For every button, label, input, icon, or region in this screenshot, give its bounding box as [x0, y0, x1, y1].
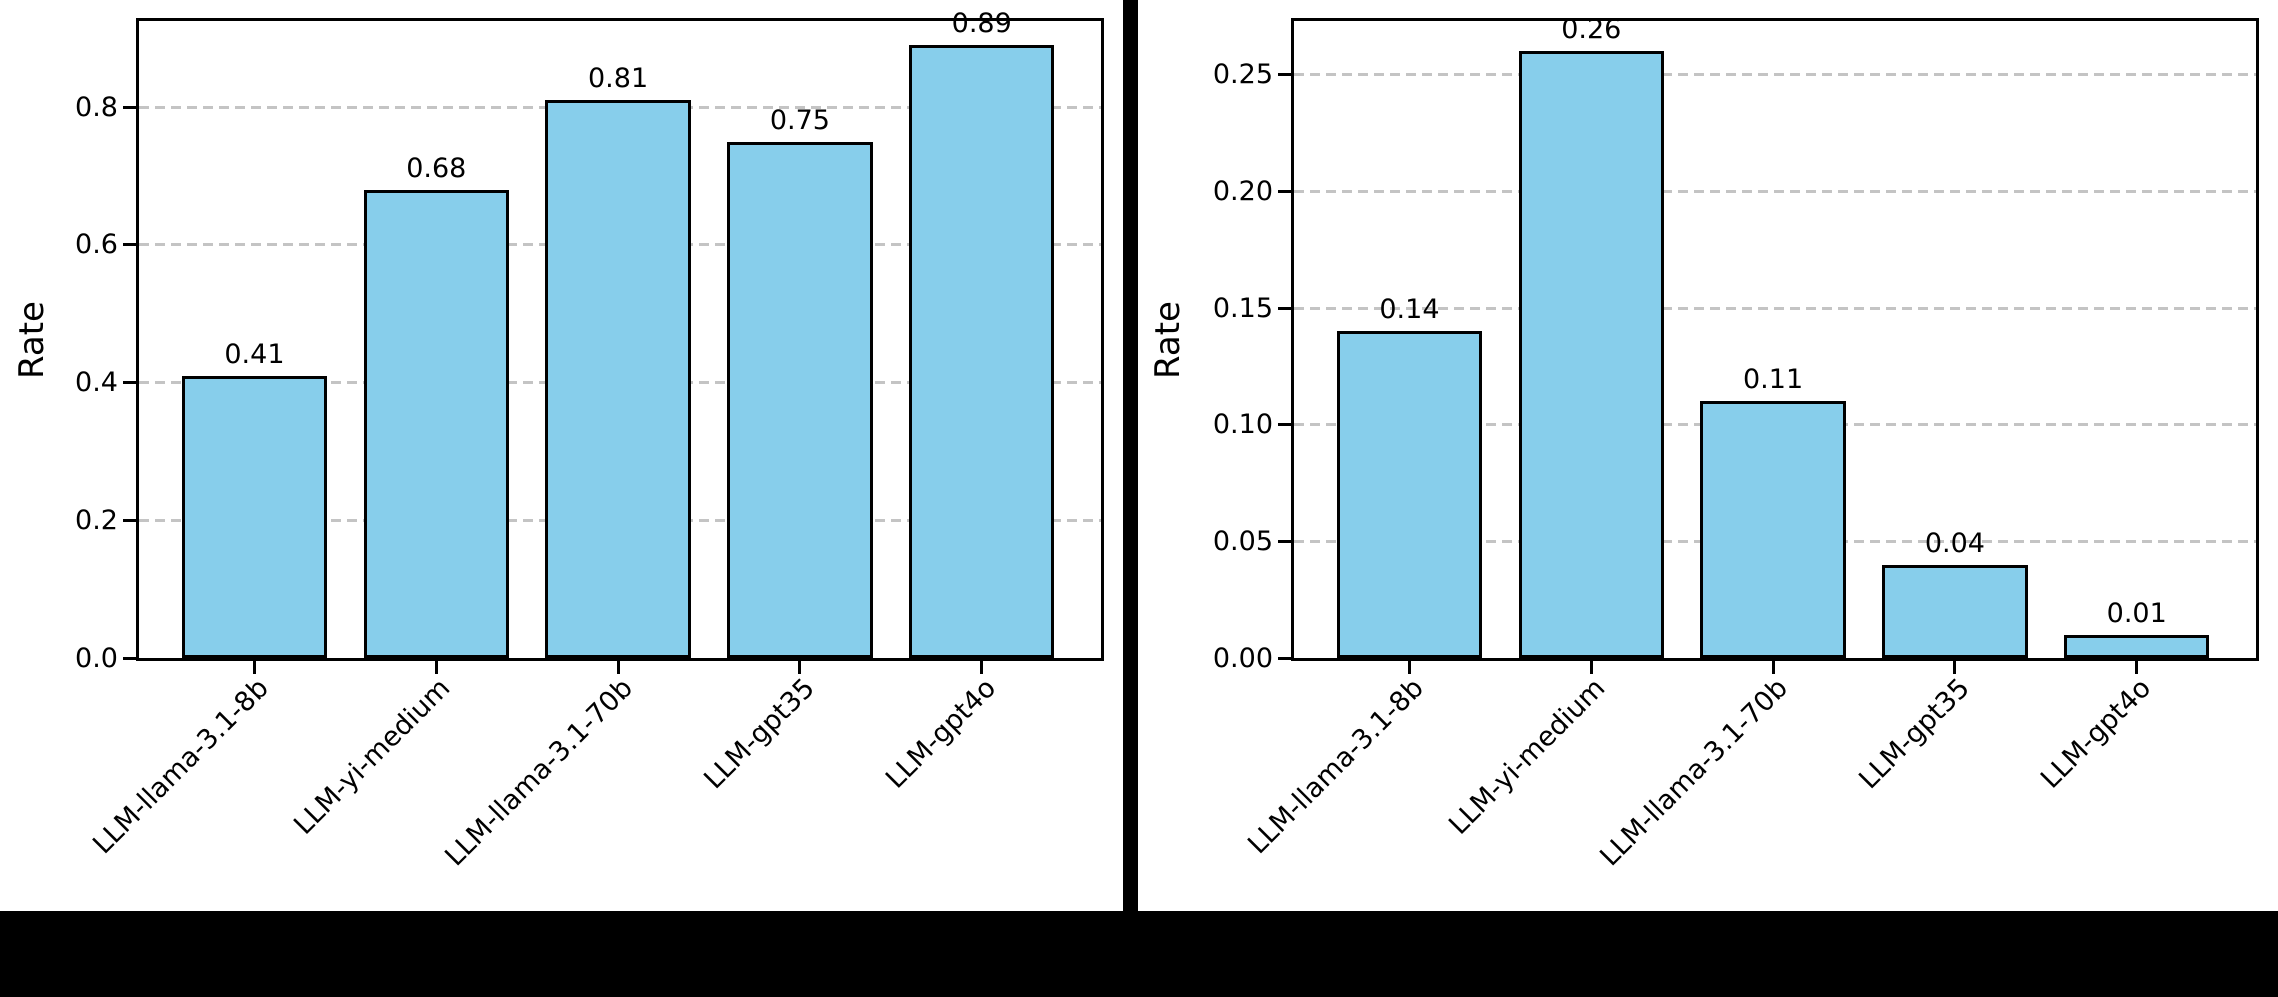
- right-y-axis-label: Rate: [1148, 301, 1188, 379]
- x-tick-mark: [1771, 661, 1775, 674]
- x-tick-label: LLM-yi-medium: [288, 672, 457, 841]
- left-plot-area: 0.0 0.2 0.4 0.6 0.8 0.41 LLM-llama-3.1-8b 0.68 L…: [75, 10, 1104, 872]
- y-tick-mark: [1278, 539, 1291, 543]
- x-tick-label: LLM-gpt35: [1852, 672, 1976, 796]
- bar-value-label: 0.41: [224, 338, 285, 370]
- bar-LLM-yi-medium: [1518, 51, 1664, 658]
- y-tick-label: 0.10: [1212, 409, 1273, 441]
- x-tick-label: LLM-llama-3.1-8b: [1242, 672, 1430, 861]
- y-tick-label: 0.05: [1212, 525, 1273, 557]
- y-tick-mark: [123, 243, 136, 247]
- x-tick-label: LLM-gpt4o: [880, 672, 1003, 795]
- bar-LLM-llama-3.1-70b: [1700, 401, 1846, 658]
- y-tick-label: 0.0: [75, 642, 118, 674]
- x-tick-mark: [798, 661, 802, 674]
- y-gridline: [1294, 73, 2256, 77]
- bar-value-label: 0.11: [1743, 364, 1804, 396]
- y-tick-label: 0.15: [1212, 292, 1273, 324]
- bar-value-label: 0.14: [1379, 294, 1440, 326]
- bar-LLM-llama-3.1-8b: [181, 375, 328, 658]
- x-tick-mark: [2135, 661, 2139, 674]
- bar-LLM-gpt4o: [2064, 634, 2210, 658]
- bar-LLM-gpt35: [727, 141, 873, 658]
- x-tick-mark: [1953, 661, 1957, 674]
- x-tick-mark: [980, 661, 984, 674]
- x-tick-label: LLM-llama-3.1-70b: [1593, 672, 1794, 873]
- x-tick-mark: [252, 661, 256, 674]
- bottom-matte-bar: [0, 911, 2278, 997]
- y-gridline: [1294, 306, 2256, 310]
- y-tick-mark: [123, 656, 136, 660]
- left-y-axis-label: Rate: [12, 301, 52, 379]
- y-tick-label: 0.20: [1212, 175, 1273, 207]
- x-tick-mark: [1407, 661, 1411, 674]
- bar-LLM-gpt4o: [909, 45, 1055, 658]
- y-tick-label: 0.2: [75, 504, 118, 536]
- x-tick-label: LLM-gpt4o: [2035, 672, 2158, 795]
- x-tick-label: LLM-gpt35: [697, 672, 821, 796]
- right-chart-panel: Rate 0.00 0.05 0.10 0.15 0.20 0.25 0.14 LLM-lla…: [1138, 0, 2278, 911]
- bar-value-label: 0.68: [406, 152, 467, 184]
- y-tick-mark: [123, 518, 136, 522]
- y-tick-mark: [123, 381, 136, 385]
- bar-value-label: 0.26: [1561, 14, 1622, 46]
- y-tick-label: 0.00: [1212, 642, 1273, 674]
- x-tick-label: LLM-llama-3.1-70b: [438, 672, 639, 873]
- right-plot-area: 0.00 0.05 0.10 0.15 0.20 0.25 0.14 LLM-llama-3.…: [1213, 14, 2259, 872]
- x-tick-label: LLM-yi-medium: [1443, 672, 1612, 841]
- panel-divider: [1123, 0, 1138, 911]
- y-tick-label: 0.25: [1212, 59, 1273, 91]
- y-tick-mark: [1278, 656, 1291, 660]
- y-tick-mark: [123, 105, 136, 109]
- left-chart-panel: Rate 0.0 0.2 0.4 0.6 0.8 0.41 LLM-llama-3.1-8b…: [0, 0, 1123, 911]
- bar-LLM-gpt35: [1882, 564, 2028, 658]
- bar-LLM-yi-medium: [363, 189, 509, 658]
- bar-LLM-llama-3.1-70b: [545, 100, 691, 658]
- bar-value-label: 0.01: [2106, 597, 2167, 629]
- y-gridline: [1294, 189, 2256, 193]
- y-tick-mark: [1278, 189, 1291, 193]
- bar-value-label: 0.75: [769, 104, 830, 136]
- y-tick-label: 0.6: [75, 229, 118, 261]
- y-tick-mark: [1278, 423, 1291, 427]
- y-tick-mark: [1278, 73, 1291, 77]
- x-tick-mark: [434, 661, 438, 674]
- x-tick-mark: [616, 661, 620, 674]
- y-tick-mark: [1278, 306, 1291, 310]
- bar-value-label: 0.89: [951, 8, 1012, 40]
- bar-value-label: 0.04: [1924, 527, 1985, 559]
- x-tick-label: LLM-llama-3.1-8b: [87, 672, 275, 861]
- y-tick-label: 0.8: [75, 91, 118, 123]
- y-tick-label: 0.4: [75, 367, 118, 399]
- bar-value-label: 0.81: [588, 63, 649, 95]
- bar-LLM-llama-3.1-8b: [1336, 331, 1483, 658]
- x-tick-mark: [1589, 661, 1593, 674]
